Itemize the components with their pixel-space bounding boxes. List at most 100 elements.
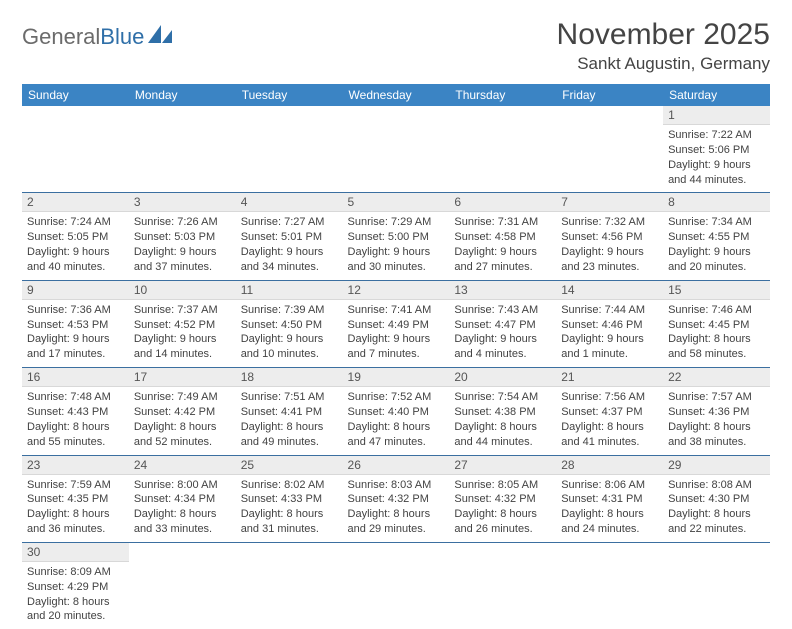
day-number: 17 <box>129 368 236 387</box>
day-details: Sunrise: 7:36 AMSunset: 4:53 PMDaylight:… <box>22 300 129 367</box>
calendar-week-row: 1Sunrise: 7:22 AMSunset: 5:06 PMDaylight… <box>22 106 770 193</box>
day-details: Sunrise: 7:52 AMSunset: 4:40 PMDaylight:… <box>343 387 450 454</box>
weekday-header: Friday <box>556 84 663 106</box>
day-number: 26 <box>343 456 450 475</box>
day-details: Sunrise: 7:44 AMSunset: 4:46 PMDaylight:… <box>556 300 663 367</box>
day-number: 13 <box>449 281 556 300</box>
day-number: 2 <box>22 193 129 212</box>
calendar-cell: 29Sunrise: 8:08 AMSunset: 4:30 PMDayligh… <box>663 455 770 542</box>
day-number: 3 <box>129 193 236 212</box>
calendar-cell: 23Sunrise: 7:59 AMSunset: 4:35 PMDayligh… <box>22 455 129 542</box>
day-details: Sunrise: 7:57 AMSunset: 4:36 PMDaylight:… <box>663 387 770 454</box>
calendar-cell: 12Sunrise: 7:41 AMSunset: 4:49 PMDayligh… <box>343 280 450 367</box>
day-number: 11 <box>236 281 343 300</box>
logo-text-b: Blue <box>100 24 144 50</box>
day-number: 28 <box>556 456 663 475</box>
day-details: Sunrise: 7:41 AMSunset: 4:49 PMDaylight:… <box>343 300 450 367</box>
day-details: Sunrise: 7:54 AMSunset: 4:38 PMDaylight:… <box>449 387 556 454</box>
weekday-header: Monday <box>129 84 236 106</box>
day-number: 23 <box>22 456 129 475</box>
day-number: 24 <box>129 456 236 475</box>
calendar-cell <box>556 542 663 629</box>
day-details: Sunrise: 7:29 AMSunset: 5:00 PMDaylight:… <box>343 212 450 279</box>
weekday-header: Saturday <box>663 84 770 106</box>
calendar-cell: 20Sunrise: 7:54 AMSunset: 4:38 PMDayligh… <box>449 368 556 455</box>
weekday-header: Sunday <box>22 84 129 106</box>
day-details: Sunrise: 7:51 AMSunset: 4:41 PMDaylight:… <box>236 387 343 454</box>
calendar-cell <box>663 542 770 629</box>
day-number: 19 <box>343 368 450 387</box>
header: GeneralBlue November 2025 Sankt Augustin… <box>22 18 770 74</box>
day-number: 20 <box>449 368 556 387</box>
weekday-header: Wednesday <box>343 84 450 106</box>
calendar-cell: 16Sunrise: 7:48 AMSunset: 4:43 PMDayligh… <box>22 368 129 455</box>
calendar-cell: 25Sunrise: 8:02 AMSunset: 4:33 PMDayligh… <box>236 455 343 542</box>
day-number: 8 <box>663 193 770 212</box>
calendar-cell <box>236 106 343 193</box>
day-details: Sunrise: 8:03 AMSunset: 4:32 PMDaylight:… <box>343 475 450 542</box>
calendar-cell: 26Sunrise: 8:03 AMSunset: 4:32 PMDayligh… <box>343 455 450 542</box>
day-details: Sunrise: 8:09 AMSunset: 4:29 PMDaylight:… <box>22 562 129 629</box>
day-details: Sunrise: 7:59 AMSunset: 4:35 PMDaylight:… <box>22 475 129 542</box>
calendar-cell <box>236 542 343 629</box>
day-details: Sunrise: 7:56 AMSunset: 4:37 PMDaylight:… <box>556 387 663 454</box>
day-number: 6 <box>449 193 556 212</box>
day-details: Sunrise: 8:08 AMSunset: 4:30 PMDaylight:… <box>663 475 770 542</box>
calendar-cell: 21Sunrise: 7:56 AMSunset: 4:37 PMDayligh… <box>556 368 663 455</box>
calendar-cell: 8Sunrise: 7:34 AMSunset: 4:55 PMDaylight… <box>663 193 770 280</box>
calendar-cell: 27Sunrise: 8:05 AMSunset: 4:32 PMDayligh… <box>449 455 556 542</box>
logo: GeneralBlue <box>22 24 174 50</box>
calendar-cell: 22Sunrise: 7:57 AMSunset: 4:36 PMDayligh… <box>663 368 770 455</box>
calendar-cell: 1Sunrise: 7:22 AMSunset: 5:06 PMDaylight… <box>663 106 770 193</box>
day-number: 7 <box>556 193 663 212</box>
day-details: Sunrise: 7:43 AMSunset: 4:47 PMDaylight:… <box>449 300 556 367</box>
day-number: 12 <box>343 281 450 300</box>
calendar-cell <box>556 106 663 193</box>
calendar-cell: 13Sunrise: 7:43 AMSunset: 4:47 PMDayligh… <box>449 280 556 367</box>
day-details: Sunrise: 7:39 AMSunset: 4:50 PMDaylight:… <box>236 300 343 367</box>
calendar-cell: 11Sunrise: 7:39 AMSunset: 4:50 PMDayligh… <box>236 280 343 367</box>
page-subtitle: Sankt Augustin, Germany <box>557 54 770 74</box>
calendar-week-row: 30Sunrise: 8:09 AMSunset: 4:29 PMDayligh… <box>22 542 770 629</box>
calendar-cell: 2Sunrise: 7:24 AMSunset: 5:05 PMDaylight… <box>22 193 129 280</box>
calendar-cell: 9Sunrise: 7:36 AMSunset: 4:53 PMDaylight… <box>22 280 129 367</box>
day-details: Sunrise: 7:34 AMSunset: 4:55 PMDaylight:… <box>663 212 770 279</box>
calendar-cell: 30Sunrise: 8:09 AMSunset: 4:29 PMDayligh… <box>22 542 129 629</box>
day-number: 21 <box>556 368 663 387</box>
day-details: Sunrise: 7:46 AMSunset: 4:45 PMDaylight:… <box>663 300 770 367</box>
calendar-cell: 24Sunrise: 8:00 AMSunset: 4:34 PMDayligh… <box>129 455 236 542</box>
calendar-table: Sunday Monday Tuesday Wednesday Thursday… <box>22 84 770 629</box>
calendar-cell: 28Sunrise: 8:06 AMSunset: 4:31 PMDayligh… <box>556 455 663 542</box>
logo-text-a: General <box>22 24 100 50</box>
day-details: Sunrise: 7:48 AMSunset: 4:43 PMDaylight:… <box>22 387 129 454</box>
day-number: 29 <box>663 456 770 475</box>
calendar-week-row: 23Sunrise: 7:59 AMSunset: 4:35 PMDayligh… <box>22 455 770 542</box>
day-number: 27 <box>449 456 556 475</box>
day-details: Sunrise: 7:22 AMSunset: 5:06 PMDaylight:… <box>663 125 770 192</box>
calendar-cell: 5Sunrise: 7:29 AMSunset: 5:00 PMDaylight… <box>343 193 450 280</box>
calendar-cell <box>449 542 556 629</box>
weekday-header-row: Sunday Monday Tuesday Wednesday Thursday… <box>22 84 770 106</box>
day-number: 1 <box>663 106 770 125</box>
day-number: 9 <box>22 281 129 300</box>
calendar-week-row: 2Sunrise: 7:24 AMSunset: 5:05 PMDaylight… <box>22 193 770 280</box>
day-details: Sunrise: 7:49 AMSunset: 4:42 PMDaylight:… <box>129 387 236 454</box>
day-details: Sunrise: 7:26 AMSunset: 5:03 PMDaylight:… <box>129 212 236 279</box>
day-details: Sunrise: 8:06 AMSunset: 4:31 PMDaylight:… <box>556 475 663 542</box>
day-number: 14 <box>556 281 663 300</box>
calendar-cell: 4Sunrise: 7:27 AMSunset: 5:01 PMDaylight… <box>236 193 343 280</box>
calendar-cell <box>343 106 450 193</box>
calendar-cell: 10Sunrise: 7:37 AMSunset: 4:52 PMDayligh… <box>129 280 236 367</box>
day-details: Sunrise: 7:32 AMSunset: 4:56 PMDaylight:… <box>556 212 663 279</box>
page-title: November 2025 <box>557 18 770 52</box>
calendar-cell: 15Sunrise: 7:46 AMSunset: 4:45 PMDayligh… <box>663 280 770 367</box>
logo-sail-icon <box>148 24 174 44</box>
calendar-cell: 17Sunrise: 7:49 AMSunset: 4:42 PMDayligh… <box>129 368 236 455</box>
calendar-cell <box>129 106 236 193</box>
calendar-cell: 6Sunrise: 7:31 AMSunset: 4:58 PMDaylight… <box>449 193 556 280</box>
calendar-cell: 18Sunrise: 7:51 AMSunset: 4:41 PMDayligh… <box>236 368 343 455</box>
calendar-week-row: 16Sunrise: 7:48 AMSunset: 4:43 PMDayligh… <box>22 368 770 455</box>
day-number: 22 <box>663 368 770 387</box>
day-number: 16 <box>22 368 129 387</box>
day-details: Sunrise: 7:37 AMSunset: 4:52 PMDaylight:… <box>129 300 236 367</box>
